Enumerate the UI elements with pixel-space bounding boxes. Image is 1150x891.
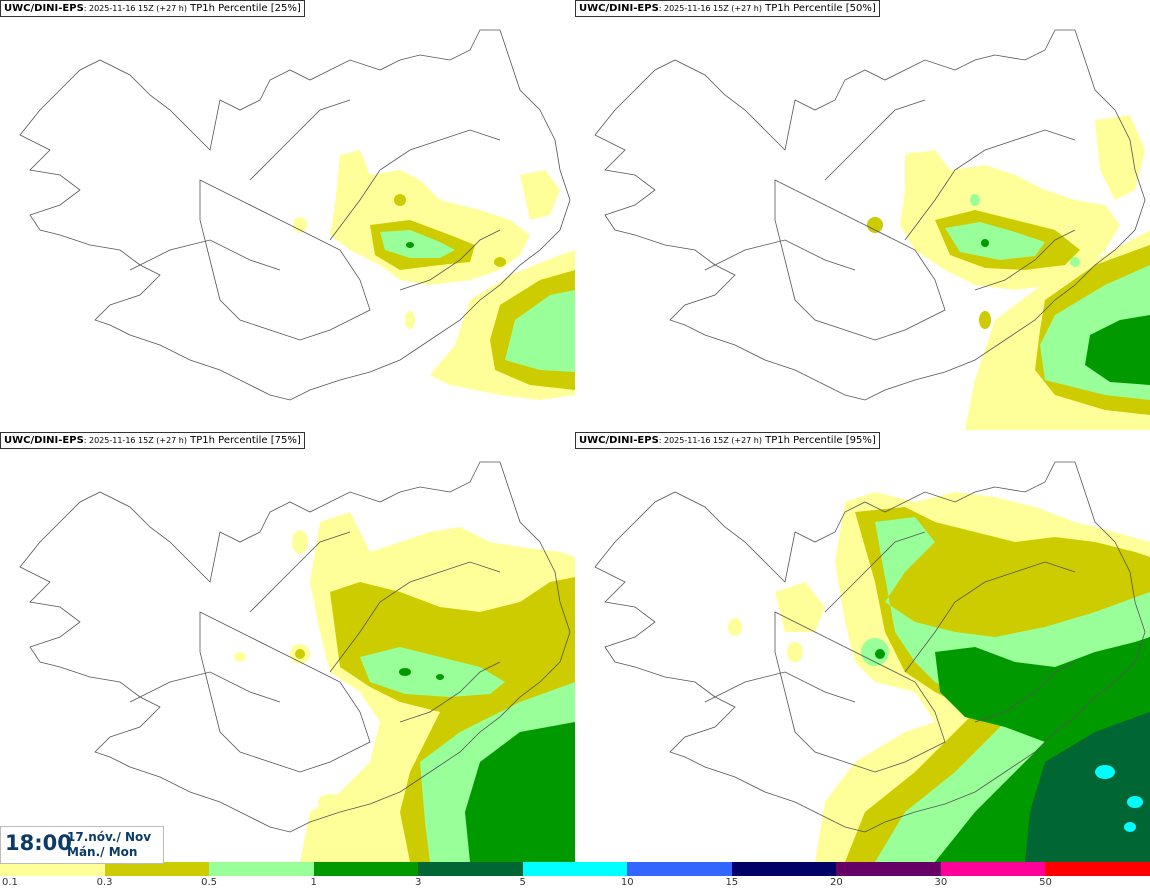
precip-map	[594, 29, 1150, 430]
legend-tick-label: 30	[934, 877, 948, 888]
legend-tick-label: 10	[620, 877, 634, 888]
legend-tick-label: 3	[414, 877, 422, 888]
legend-swatch	[1045, 862, 1150, 876]
legend-tick-label: 50	[1039, 877, 1052, 888]
legend-tick-label: 5	[519, 877, 526, 888]
legend-swatch	[418, 862, 523, 876]
valid-time-box: 18:00 17.nóv./ Nov Mán./ Mon	[0, 826, 164, 864]
legend-swatch	[522, 862, 628, 876]
legend-tick-label: 20	[829, 877, 843, 888]
legend-swatch	[836, 862, 941, 876]
valid-time: 18:00	[5, 831, 72, 855]
precip-map	[19, 461, 575, 862]
map-panel-p25: UWC/DINI-EPS: 2025-11-16 15Z (+27 h) TP1…	[0, 0, 575, 430]
precip-map	[19, 29, 575, 401]
map-panel-p95: UWC/DINI-EPS: 2025-11-16 15Z (+27 h) TP1…	[575, 432, 1150, 862]
panel-title: UWC/DINI-EPS: 2025-11-16 15Z (+27 h) TP1…	[575, 432, 880, 449]
legend-tick-label: 0.5	[201, 877, 218, 888]
valid-date: 17.nóv./ Nov Mán./ Mon	[67, 830, 151, 860]
legend-colorbar	[0, 862, 1150, 876]
panel-title: UWC/DINI-EPS: 2025-11-16 15Z (+27 h) TP1…	[0, 432, 305, 449]
legend-tick-label: 0.1	[2, 877, 18, 888]
precip-map	[594, 461, 1150, 862]
panel-title: UWC/DINI-EPS: 2025-11-16 15Z (+27 h) TP1…	[0, 0, 305, 17]
legend-swatch	[0, 862, 105, 876]
legend-ticks: 0.1 0.3 0.5 1 3 5 10 15 20 30 50	[0, 876, 1150, 891]
legend-tick-label: 1	[310, 877, 317, 888]
legend-swatch	[627, 862, 732, 876]
legend-tick-label: 0.3	[96, 877, 113, 888]
valid-date-line1: 17.nóv./ Nov	[67, 830, 152, 844]
map-panel-p50: UWC/DINI-EPS: 2025-11-16 15Z (+27 h) TP1…	[575, 0, 1150, 430]
legend-swatch	[209, 862, 314, 876]
valid-date-line2: Mán./ Mon	[67, 845, 138, 859]
legend-tick-label: 15	[725, 877, 739, 888]
legend-swatch	[731, 862, 837, 876]
panel-title: UWC/DINI-EPS: 2025-11-16 15Z (+27 h) TP1…	[575, 0, 880, 17]
legend-swatch	[104, 862, 210, 876]
legend-swatch	[313, 862, 419, 876]
map-panel-p75: UWC/DINI-EPS: 2025-11-16 15Z (+27 h) TP1…	[0, 432, 575, 862]
legend-swatch	[940, 862, 1046, 876]
